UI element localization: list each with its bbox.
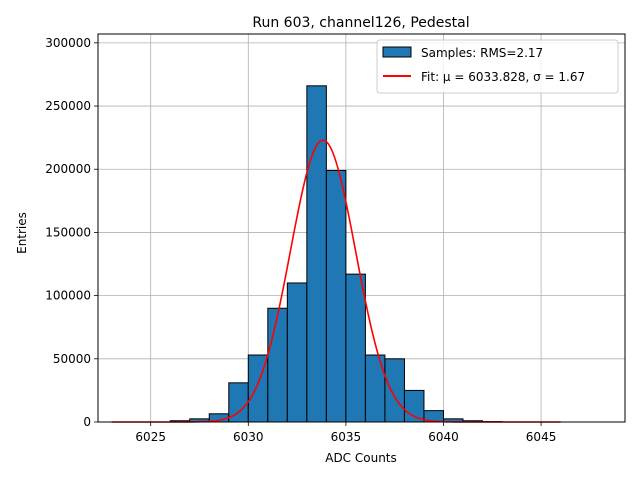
histogram-bar bbox=[403, 389, 425, 423]
histogram-bar bbox=[306, 85, 327, 423]
y-tick-label: 300000 bbox=[45, 36, 91, 50]
legend-swatch-samples bbox=[382, 46, 412, 58]
y-tick-label: 250000 bbox=[45, 99, 91, 113]
x-tick-label: 6030 bbox=[233, 430, 264, 444]
y-tick-label: 100000 bbox=[45, 289, 91, 303]
y-tick-label: 150000 bbox=[45, 225, 91, 239]
legend-label-fit: Fit: μ = 6033.828, σ = 1.67 bbox=[421, 70, 585, 84]
y-tick-label: 0 bbox=[83, 415, 91, 429]
axes-frame bbox=[97, 33, 626, 423]
histogram-bar bbox=[384, 358, 405, 423]
x-axis-ticks: 6025 6030 6035 6040 6045 bbox=[135, 422, 556, 444]
x-axis-label: ADC Counts bbox=[325, 451, 397, 465]
y-tick-label: 50000 bbox=[53, 352, 91, 366]
histogram-bar bbox=[325, 169, 347, 423]
chart-title: Run 603, channel126, Pedestal bbox=[252, 15, 469, 31]
x-tick-label: 6035 bbox=[331, 430, 362, 444]
y-tick-label: 200000 bbox=[45, 162, 91, 176]
legend: Samples: RMS=2.17 Fit: μ = 6033.828, σ =… bbox=[376, 39, 619, 94]
histogram-bar bbox=[345, 273, 366, 423]
x-tick-label: 6025 bbox=[135, 430, 166, 444]
y-axis-label: Entries bbox=[15, 212, 29, 254]
histogram-bar bbox=[267, 307, 288, 423]
histogram-bar bbox=[286, 282, 308, 423]
x-tick-label: 6045 bbox=[526, 430, 557, 444]
x-tick-label: 6040 bbox=[428, 430, 459, 444]
y-axis-ticks: 0 50000 100000 150000 200000 250000 300000 bbox=[45, 36, 98, 429]
legend-box bbox=[376, 39, 619, 94]
legend-label-samples: Samples: RMS=2.17 bbox=[421, 46, 543, 60]
